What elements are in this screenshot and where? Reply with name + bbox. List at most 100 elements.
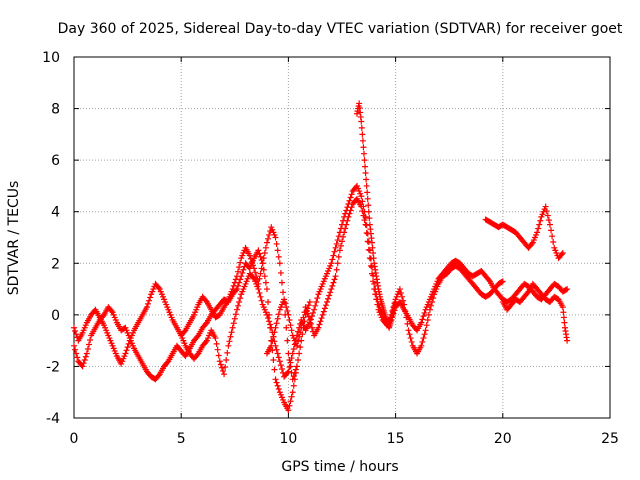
data-point [285,368,292,375]
data-point [347,207,354,214]
data-point [71,324,77,331]
data-point [312,302,319,309]
data-point [300,314,307,321]
data-point [336,247,343,254]
data-point [275,385,282,392]
data-point [343,221,350,228]
data-point [421,331,428,338]
data-point [224,349,231,356]
data-point [419,338,426,345]
data-point [274,247,281,254]
data-point [80,360,87,367]
data-point [123,347,130,354]
data-point [304,310,311,317]
data-point [365,202,372,209]
data-point [319,311,326,318]
y-tick-label: 4 [51,205,60,221]
data-point [84,346,91,353]
data-point [362,163,369,170]
series-track-4 [263,195,506,357]
data-point [277,269,284,276]
data-point [335,233,342,240]
data-point [329,282,336,289]
data-point [225,342,232,349]
data-point [212,335,219,342]
data-point [286,364,293,371]
data-point [315,324,322,331]
data-point [273,346,280,353]
data-point [155,284,162,291]
data-point [548,227,555,234]
data-series [71,100,571,414]
data-point [229,286,236,293]
series-track-5 [354,100,399,331]
x-axis-label: GPS time / hours [281,459,398,475]
data-point [367,255,374,262]
data-point [276,260,283,267]
plot-frame [73,56,611,419]
data-point [146,297,153,304]
data-point [290,346,297,353]
data-point [265,235,272,242]
data-point [403,314,410,321]
data-point [285,311,292,318]
data-point [256,275,263,282]
x-tick-label: 25 [601,431,619,447]
data-point [550,239,557,246]
data-point [202,338,209,345]
data-point [363,182,370,189]
data-point [237,295,244,302]
data-point [284,307,291,314]
data-point [426,306,433,313]
data-point [287,398,294,405]
data-point [369,244,376,251]
data-point [259,260,266,267]
data-point [332,244,339,251]
data-point [307,320,314,327]
data-point [256,250,263,257]
data-point [285,407,292,414]
data-point [289,376,296,383]
data-point [232,311,239,318]
data-point [250,274,257,281]
data-point [323,298,330,305]
data-point [213,340,220,347]
y-tick-label: -2 [46,359,60,375]
data-point [86,341,93,348]
data-point [524,289,531,296]
data-point [257,253,264,260]
data-point [344,217,351,224]
data-point [360,144,367,151]
data-point [365,239,372,246]
data-point [247,255,254,262]
data-point [297,329,304,336]
data-point [274,315,281,322]
data-point [144,300,151,307]
data-point [280,289,287,296]
data-point [348,204,355,211]
data-point [87,336,94,343]
data-point [202,297,209,304]
data-point [560,314,567,321]
data-point [399,293,406,300]
data-point [79,363,86,370]
data-point [333,266,340,273]
data-point [220,367,227,374]
data-point [73,331,80,338]
data-point [358,203,365,210]
data-point [347,194,354,201]
data-point [289,350,296,357]
data-point [265,298,272,305]
x-tick-label: 5 [177,431,186,447]
data-point [274,350,281,357]
data-point [268,342,275,349]
data-point [257,293,264,300]
data-point [348,191,355,198]
data-point [276,358,283,365]
data-point [258,265,265,272]
data-point [233,273,240,280]
data-point [235,268,242,275]
data-point [317,318,324,325]
data-point [278,279,285,286]
data-point [296,350,303,357]
